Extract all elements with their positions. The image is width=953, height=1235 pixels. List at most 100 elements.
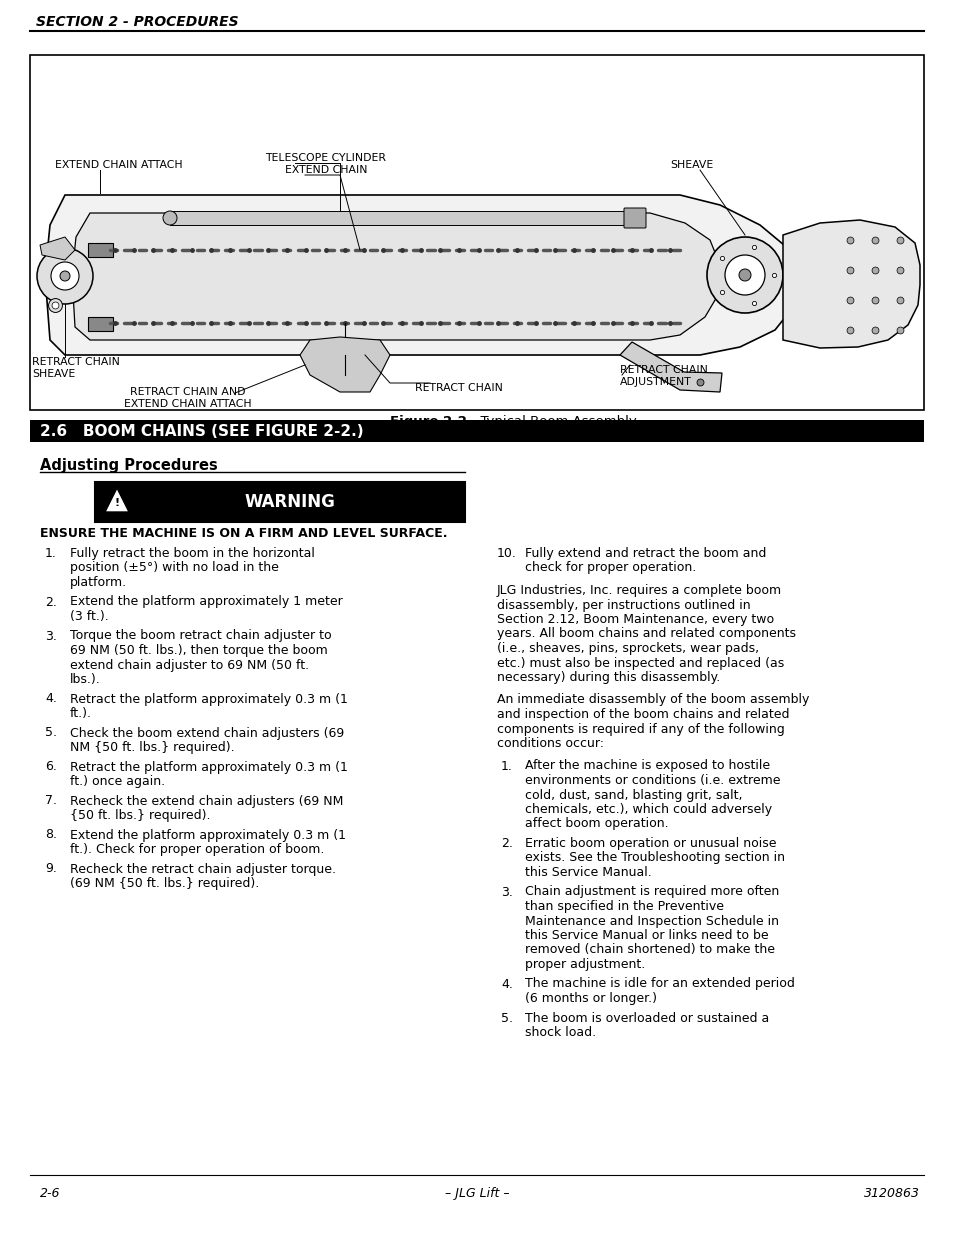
Circle shape (37, 248, 92, 304)
Text: platform.: platform. (70, 576, 127, 589)
Text: RETRACT CHAIN AND: RETRACT CHAIN AND (131, 387, 246, 396)
Text: 3120863: 3120863 (863, 1187, 919, 1200)
Circle shape (739, 269, 750, 282)
Text: 1.: 1. (500, 760, 513, 773)
Text: Retract the platform approximately 0.3 m (1: Retract the platform approximately 0.3 m… (70, 693, 348, 705)
Text: RETRACT CHAIN: RETRACT CHAIN (619, 366, 707, 375)
Text: ft.) once again.: ft.) once again. (70, 776, 165, 788)
Text: (3 ft.).: (3 ft.). (70, 610, 109, 622)
Text: check for proper operation.: check for proper operation. (524, 562, 696, 574)
Text: The boom is overloaded or sustained a: The boom is overloaded or sustained a (524, 1011, 768, 1025)
Text: (i.e., sheaves, pins, sprockets, wear pads,: (i.e., sheaves, pins, sprockets, wear pa… (497, 642, 759, 655)
Text: ENSURE THE MACHINE IS ON A FIRM AND LEVEL SURFACE.: ENSURE THE MACHINE IS ON A FIRM AND LEVE… (40, 527, 447, 540)
Text: (6 months or longer.): (6 months or longer.) (524, 992, 657, 1005)
Text: 3.: 3. (45, 630, 57, 642)
Text: !: ! (114, 498, 119, 508)
Circle shape (724, 254, 764, 295)
Text: and inspection of the boom chains and related: and inspection of the boom chains and re… (497, 708, 789, 721)
Text: 4.: 4. (45, 693, 57, 705)
Polygon shape (619, 342, 721, 391)
Text: this Service Manual or links need to be: this Service Manual or links need to be (524, 929, 768, 942)
Text: TELESCOPE CYLINDER: TELESCOPE CYLINDER (265, 153, 386, 163)
Text: 4.: 4. (500, 977, 513, 990)
Polygon shape (45, 195, 800, 354)
Text: The machine is idle for an extended period: The machine is idle for an extended peri… (524, 977, 794, 990)
Text: 9.: 9. (45, 862, 57, 876)
Text: EXTEND CHAIN ATTACH: EXTEND CHAIN ATTACH (124, 399, 252, 409)
Text: SHEAVE: SHEAVE (32, 369, 75, 379)
Polygon shape (782, 220, 919, 348)
Text: EXTEND CHAIN: EXTEND CHAIN (285, 165, 367, 175)
Text: (69 NM {50 ft. lbs.} required).: (69 NM {50 ft. lbs.} required). (70, 877, 259, 890)
Polygon shape (40, 237, 75, 261)
Text: RETRACT CHAIN: RETRACT CHAIN (415, 383, 502, 393)
Text: Erratic boom operation or unusual noise: Erratic boom operation or unusual noise (524, 837, 776, 850)
Text: chemicals, etc.), which could adversely: chemicals, etc.), which could adversely (524, 803, 771, 816)
Text: WARNING: WARNING (244, 493, 335, 511)
Text: Adjusting Procedures: Adjusting Procedures (40, 458, 217, 473)
Text: disassembly, per instructions outlined in: disassembly, per instructions outlined i… (497, 599, 750, 611)
Text: extend chain adjuster to 69 NM (50 ft.: extend chain adjuster to 69 NM (50 ft. (70, 658, 309, 672)
Text: Maintenance and Inspection Schedule in: Maintenance and Inspection Schedule in (524, 914, 779, 927)
Circle shape (51, 262, 79, 290)
Circle shape (706, 237, 782, 312)
Text: lbs.).: lbs.). (70, 673, 101, 685)
Text: Check the boom extend chain adjusters (69: Check the boom extend chain adjusters (6… (70, 726, 344, 740)
Text: 2.: 2. (45, 595, 57, 609)
Text: this Service Manual.: this Service Manual. (524, 866, 651, 879)
Text: etc.) must also be inspected and replaced (as: etc.) must also be inspected and replace… (497, 657, 783, 669)
Text: exists. See the Troubleshooting section in: exists. See the Troubleshooting section … (524, 851, 784, 864)
Text: environments or conditions (i.e. extreme: environments or conditions (i.e. extreme (524, 774, 780, 787)
Text: conditions occur:: conditions occur: (497, 737, 603, 750)
Text: Recheck the retract chain adjuster torque.: Recheck the retract chain adjuster torqu… (70, 862, 335, 876)
Text: After the machine is exposed to hostile: After the machine is exposed to hostile (524, 760, 769, 773)
Text: Section 2.12, Boom Maintenance, every two: Section 2.12, Boom Maintenance, every tw… (497, 613, 773, 626)
Text: ADJUSTMENT: ADJUSTMENT (619, 377, 691, 387)
Text: 1.: 1. (45, 547, 57, 559)
FancyBboxPatch shape (30, 56, 923, 410)
Text: 2.: 2. (500, 837, 513, 850)
Text: components is required if any of the following: components is required if any of the fol… (497, 722, 784, 736)
Text: JLG Industries, Inc. requires a complete boom: JLG Industries, Inc. requires a complete… (497, 584, 781, 597)
Text: 2.6   BOOM CHAINS (SEE FIGURE 2-2.): 2.6 BOOM CHAINS (SEE FIGURE 2-2.) (40, 424, 363, 438)
Text: An immediate disassembly of the boom assembly: An immediate disassembly of the boom ass… (497, 694, 808, 706)
Text: 7.: 7. (45, 794, 57, 808)
Text: necessary) during this disassembly.: necessary) during this disassembly. (497, 671, 720, 684)
Text: Recheck the extend chain adjusters (69 NM: Recheck the extend chain adjusters (69 N… (70, 794, 343, 808)
FancyBboxPatch shape (95, 482, 464, 522)
Text: – JLG Lift –: – JLG Lift – (444, 1187, 509, 1200)
Polygon shape (71, 212, 720, 340)
Text: Torque the boom retract chain adjuster to: Torque the boom retract chain adjuster t… (70, 630, 332, 642)
Polygon shape (105, 488, 129, 513)
FancyBboxPatch shape (30, 420, 923, 442)
Text: SECTION 2 - PROCEDURES: SECTION 2 - PROCEDURES (36, 15, 238, 28)
Text: Retract the platform approximately 0.3 m (1: Retract the platform approximately 0.3 m… (70, 761, 348, 773)
Text: 5.: 5. (45, 726, 57, 740)
Text: Extend the platform approximately 1 meter: Extend the platform approximately 1 mete… (70, 595, 342, 609)
Text: cold, dust, sand, blasting grit, salt,: cold, dust, sand, blasting grit, salt, (524, 788, 741, 802)
Text: 69 NM (50 ft. lbs.), then torque the boom: 69 NM (50 ft. lbs.), then torque the boo… (70, 643, 328, 657)
Text: position (±5°) with no load in the: position (±5°) with no load in the (70, 562, 278, 574)
Text: ft.).: ft.). (70, 706, 91, 720)
Text: years. All boom chains and related components: years. All boom chains and related compo… (497, 627, 795, 641)
Text: {50 ft. lbs.} required).: {50 ft. lbs.} required). (70, 809, 211, 823)
Text: Fully extend and retract the boom and: Fully extend and retract the boom and (524, 547, 765, 559)
Text: NM {50 ft. lbs.} required).: NM {50 ft. lbs.} required). (70, 741, 234, 755)
Text: 2-6: 2-6 (40, 1187, 60, 1200)
Text: than specified in the Preventive: than specified in the Preventive (524, 900, 723, 913)
Polygon shape (299, 337, 390, 391)
Text: Typical Boom Assembly: Typical Boom Assembly (472, 415, 636, 429)
Text: affect boom operation.: affect boom operation. (524, 818, 668, 830)
Text: Extend the platform approximately 0.3 m (1: Extend the platform approximately 0.3 m … (70, 829, 346, 841)
Text: Chain adjustment is required more often: Chain adjustment is required more often (524, 885, 779, 899)
Text: SHEAVE: SHEAVE (669, 161, 713, 170)
Circle shape (163, 211, 177, 225)
FancyBboxPatch shape (88, 243, 112, 257)
Text: removed (chain shortened) to make the: removed (chain shortened) to make the (524, 944, 774, 956)
Text: 5.: 5. (500, 1011, 513, 1025)
Text: RETRACT CHAIN: RETRACT CHAIN (32, 357, 120, 367)
Text: 8.: 8. (45, 829, 57, 841)
FancyBboxPatch shape (170, 211, 629, 225)
Text: proper adjustment.: proper adjustment. (524, 958, 644, 971)
FancyBboxPatch shape (623, 207, 645, 228)
